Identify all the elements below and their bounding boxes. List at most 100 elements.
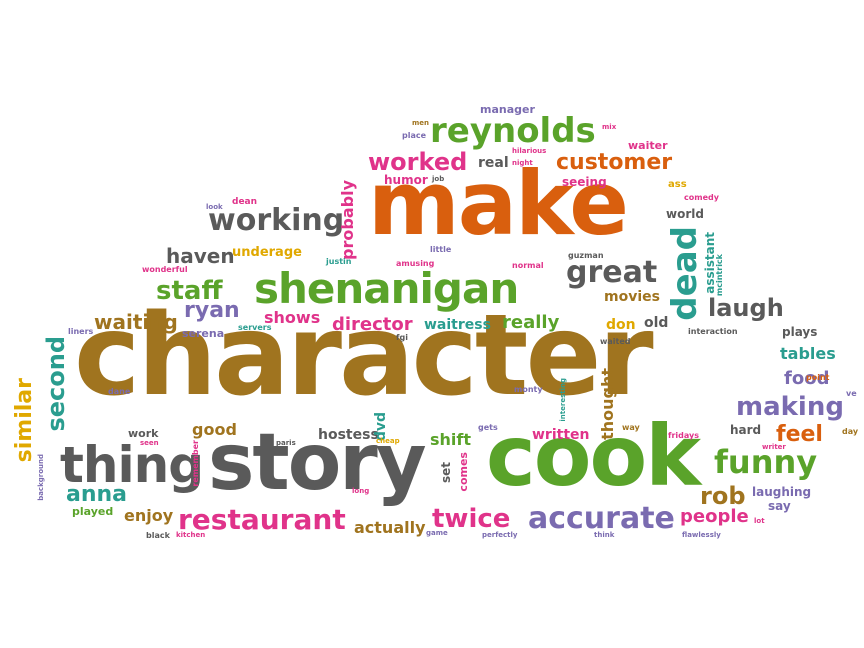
word-good: good xyxy=(192,420,237,439)
word-normal: normal xyxy=(512,261,544,270)
word-dean: dean xyxy=(232,197,258,207)
word-working: working xyxy=(208,203,345,238)
word-justin: justin xyxy=(326,257,352,266)
word-wonderful: wonderful xyxy=(142,265,188,274)
word-little: little xyxy=(430,245,452,254)
word-actually: actually xyxy=(354,518,426,537)
word-men: men xyxy=(412,119,430,127)
word-great: great xyxy=(566,255,658,290)
word-thing: thing xyxy=(60,436,204,494)
word-hilarious: hilarious xyxy=(512,147,547,155)
word-rob: rob xyxy=(700,482,746,510)
word-cheap: cheap xyxy=(376,437,400,445)
word-feel: feel xyxy=(776,422,823,447)
word-waiting: waiting xyxy=(94,310,178,334)
word-fgi: fgi xyxy=(396,333,408,342)
word-probably: probably xyxy=(338,180,357,260)
word-making: making xyxy=(736,392,844,422)
word-dane: dane xyxy=(108,387,131,396)
word-don: don xyxy=(606,317,636,333)
word-amusing: amusing xyxy=(396,259,435,268)
word-dead: dead xyxy=(665,226,705,321)
word-director: director xyxy=(332,314,413,335)
word-fridays: fridays xyxy=(668,431,700,440)
word-make: make xyxy=(368,152,629,255)
word-black: black xyxy=(146,531,170,540)
word-accurate: accurate xyxy=(528,501,675,536)
word-laughing: laughing xyxy=(752,485,812,499)
word-character: character xyxy=(74,291,654,421)
word-day: day xyxy=(842,427,859,436)
word-cook: cook xyxy=(486,407,701,505)
word-waited: waited xyxy=(600,337,631,346)
word-twice: twice xyxy=(432,504,511,534)
word-old: old xyxy=(644,315,669,331)
word-waiter: waiter xyxy=(628,139,668,152)
word-ve: ve xyxy=(846,389,857,398)
word-gets: gets xyxy=(478,423,498,432)
word-people: people xyxy=(680,506,749,527)
word-humor: humor xyxy=(384,173,428,187)
word-enjoy: enjoy xyxy=(124,506,174,525)
word-played: played xyxy=(72,505,114,518)
word-point: point xyxy=(806,373,830,382)
word-seen: seen xyxy=(140,439,159,447)
word-liners: liners xyxy=(68,327,94,336)
word-anna: anna xyxy=(66,482,128,507)
word-restaurant: restaurant xyxy=(178,503,346,536)
word-look: look xyxy=(206,203,223,211)
word-seeing: seeing xyxy=(562,175,607,189)
word-perfectly: perfectly xyxy=(482,531,518,539)
word-funny: funny xyxy=(714,443,818,481)
word-written: written xyxy=(532,427,590,443)
word-hostess: hostess xyxy=(318,427,379,443)
word-laugh: laugh xyxy=(708,294,784,322)
word-night: night xyxy=(512,159,533,167)
word-set: set xyxy=(439,462,453,484)
word-ass: ass xyxy=(668,179,687,190)
word-guzman: guzman xyxy=(568,251,604,260)
word-flawlessly: flawlessly xyxy=(682,531,721,539)
word-say: say xyxy=(768,499,791,513)
word-underage: underage xyxy=(232,245,302,260)
word-comes: comes xyxy=(457,452,470,492)
word-haven: haven xyxy=(166,244,235,268)
word-similar: similar xyxy=(12,378,37,463)
word-long: long xyxy=(352,487,370,495)
word-real: real xyxy=(478,155,509,171)
word-work: work xyxy=(128,427,159,440)
word-shift: shift xyxy=(430,430,472,449)
word-really: really xyxy=(502,312,560,333)
word-kitchen: kitchen xyxy=(176,531,206,539)
word-job: job xyxy=(432,175,445,183)
word-background: background xyxy=(37,454,45,501)
word-comedy: comedy xyxy=(684,193,719,202)
word-reynolds: reynolds xyxy=(430,111,596,151)
word-waitress: waitress xyxy=(424,317,491,333)
word-food: food xyxy=(784,368,830,389)
word-manager: manager xyxy=(480,103,535,116)
word-servers: servers xyxy=(238,323,272,332)
word-story: story xyxy=(208,418,427,508)
word-plays: plays xyxy=(782,325,818,339)
word-second: second xyxy=(42,336,70,432)
word-mcintrick: mcintrick xyxy=(715,254,724,297)
word-customer: customer xyxy=(556,150,673,175)
word-lot: lot xyxy=(754,517,765,525)
word-interaction: interaction xyxy=(688,327,738,336)
word-way: way xyxy=(622,423,640,432)
word-staff: staff xyxy=(156,276,223,306)
word-game: game xyxy=(426,529,448,537)
word-tables: tables xyxy=(780,344,836,363)
word-mix: mix xyxy=(602,123,617,131)
word-paris: paris xyxy=(276,439,296,447)
word-think: think xyxy=(594,531,615,539)
word-serena: serena xyxy=(182,327,225,340)
word-world: world xyxy=(666,207,704,221)
word-monty: monty xyxy=(514,385,543,394)
word-hard: hard xyxy=(730,423,762,437)
word-remember: remember xyxy=(191,440,200,487)
word-shenanigan: shenanigan xyxy=(254,264,519,313)
word-ryan: ryan xyxy=(184,298,240,323)
